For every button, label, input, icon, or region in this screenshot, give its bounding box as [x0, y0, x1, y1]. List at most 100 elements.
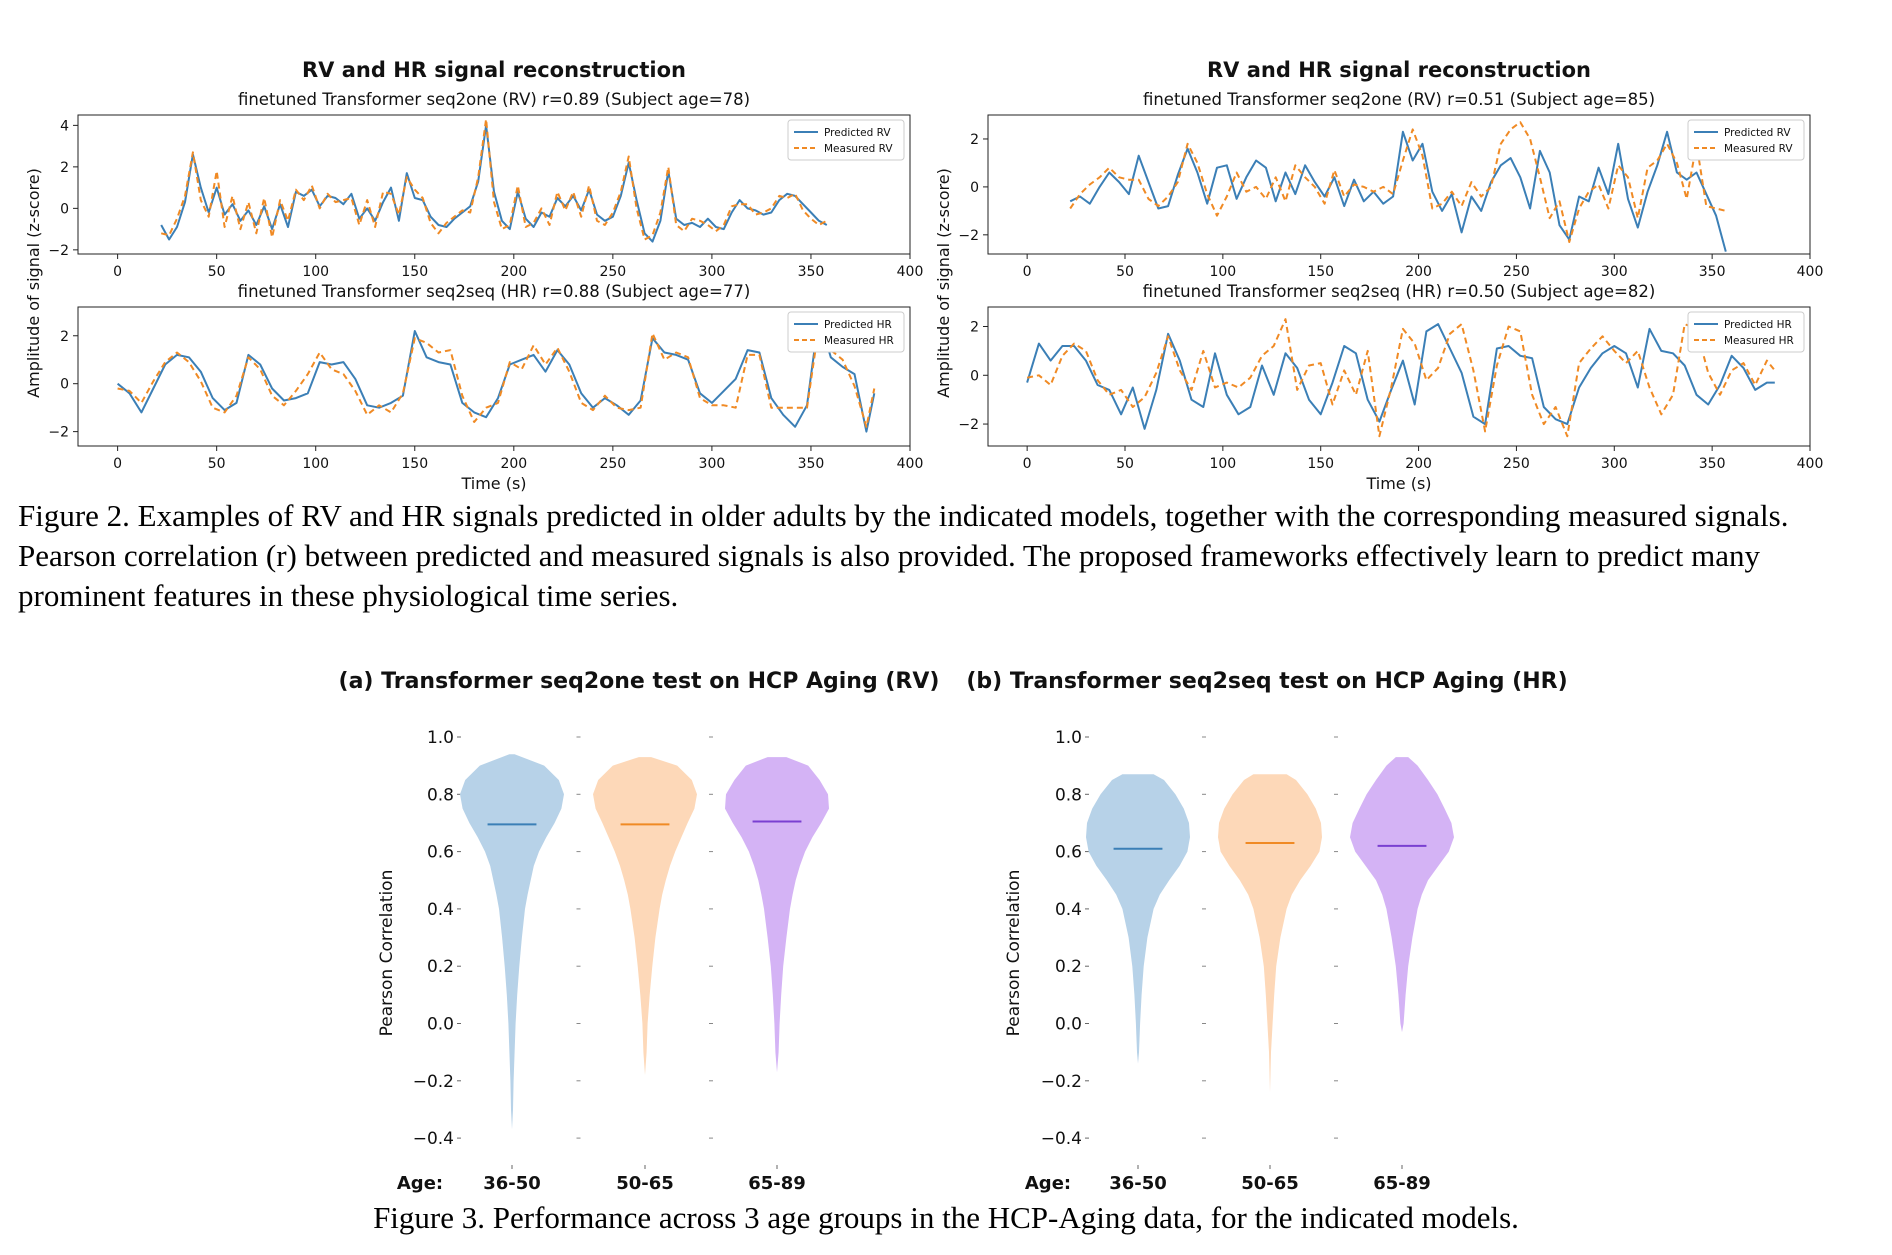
x-tick-label: 65-89: [1373, 1173, 1431, 1194]
y-tick-label: 2: [970, 320, 979, 336]
violin-body-65-89: [1350, 757, 1454, 1033]
y-tick-label: 0.0: [427, 1015, 454, 1035]
x-tick-label: 400: [897, 264, 924, 280]
y-tick-label: 0: [60, 201, 69, 217]
line-panel-3: RV and HR signal reconstruction finetuned…: [958, 58, 1823, 280]
plot-frame: [77, 306, 911, 447]
measured-series-line: [117, 325, 876, 428]
violin-body-36-50: [1086, 774, 1190, 1064]
x-tick-label: 50: [1116, 264, 1134, 280]
x-tick-label: 300: [1601, 456, 1628, 472]
x-axis-label: Time (s): [1365, 474, 1431, 493]
x-tick-label: 36-50: [1109, 1173, 1167, 1194]
panel-subtitle: finetuned Transformer seq2seq (HR) r=0.8…: [238, 282, 751, 301]
x-tick-label: 350: [798, 264, 825, 280]
y-tick-label: 1.0: [427, 728, 454, 748]
plot-frame: [987, 306, 1811, 447]
x-tick-label: 250: [1503, 264, 1530, 280]
legend-label: Measured RV: [824, 143, 893, 155]
predicted-series-line: [1026, 323, 1775, 430]
legend-label: Measured RV: [1724, 143, 1793, 155]
x-tick-label: 100: [1209, 456, 1236, 472]
legend: Predicted HR Measured HR: [1687, 311, 1805, 353]
y-tick-label: 2: [60, 160, 69, 176]
x-tick-label: 36-50: [483, 1173, 541, 1194]
y-tick-label: −0.4: [1041, 1129, 1082, 1149]
y-tick-label: 0: [970, 180, 979, 196]
violin-title-a: (a) Transformer seq2one test on HCP Agin…: [339, 669, 940, 694]
x-tick-label: 400: [1797, 456, 1824, 472]
line-panel-4: finetuned Transformer seq2seq (HR) r=0.5…: [958, 282, 1823, 493]
legend: Predicted HR Measured HR: [787, 311, 905, 353]
x-tick-label: 350: [1699, 264, 1726, 280]
x-tick-label: 50: [208, 264, 226, 280]
legend-box: [1687, 119, 1805, 161]
x-tick-label: 300: [1601, 264, 1628, 280]
y-tick-label: 0.6: [1055, 843, 1082, 863]
y-tick-label: 0: [970, 368, 979, 384]
y-tick-label: −2: [958, 228, 979, 244]
figure-3-caption: Figure 3. Performance across 3 age group…: [373, 1200, 1519, 1235]
x-axis-label: Time (s): [460, 474, 526, 493]
x-tick-label: 150: [401, 264, 428, 280]
x-tick-label: 250: [599, 456, 626, 472]
y-tick-label: −0.2: [413, 1072, 454, 1092]
x-tick-label: 400: [897, 456, 924, 472]
panel-title: RV and HR signal reconstruction: [302, 58, 686, 82]
x-tick-label: 50: [208, 456, 226, 472]
violin-title-b: (b) Transformer seq2seq test on HCP Agin…: [966, 669, 1567, 694]
legend: Predicted RV Measured RV: [1687, 119, 1805, 161]
y-tick-label: −2: [958, 417, 979, 433]
x-tick-label: 65-89: [748, 1173, 806, 1194]
x-tick-label: 100: [302, 264, 329, 280]
plot-frame: [77, 114, 911, 255]
legend: Predicted RV Measured RV: [787, 119, 905, 161]
x-tick-label: 0: [113, 456, 122, 472]
y-tick-label: 4: [60, 118, 69, 134]
violin-body-50-65: [1218, 774, 1322, 1093]
y-tick-label: 0.2: [427, 957, 454, 977]
x-tick-label: 200: [1405, 456, 1432, 472]
violin-panel-1: 1.0 0.8 0.6 0.4 0.2 0.0 −0.2 −0.4 Pearson Correl…: [377, 728, 829, 1194]
y-axis-label: Pearson Correlation: [377, 870, 397, 1037]
x-tick-label: 350: [798, 456, 825, 472]
plot-frame: [987, 114, 1811, 255]
x-tick-label: 350: [1699, 456, 1726, 472]
x-tick-label: 250: [599, 264, 626, 280]
line-panel-1: RV and HR signal reconstruction finetuned…: [48, 58, 923, 280]
panel-subtitle: finetuned Transformer seq2seq (HR) r=0.5…: [1143, 282, 1656, 301]
y-tick-label: 0.8: [427, 785, 454, 805]
x-tick-label: 200: [500, 456, 527, 472]
y-tick-label: 0.4: [1055, 900, 1082, 920]
x-tick-label: 50-65: [1241, 1173, 1299, 1194]
x-tick-label: 0: [1023, 264, 1032, 280]
legend-label: Predicted RV: [824, 127, 891, 139]
y-tick-label: 2: [970, 132, 979, 148]
y-tick-label: 0.0: [1055, 1015, 1082, 1035]
y-axis-label: Pearson Correlation: [1004, 870, 1024, 1037]
panel-subtitle: finetuned Transformer seq2one (RV) r=0.5…: [1143, 90, 1655, 109]
x-axis-label: Age:: [1025, 1173, 1071, 1194]
legend-box: [787, 311, 905, 353]
x-tick-label: 0: [113, 264, 122, 280]
measured-series-line: [1069, 121, 1727, 243]
y-tick-label: −0.2: [1041, 1072, 1082, 1092]
y-tick-label: 1.0: [1055, 728, 1082, 748]
measured-series-line: [1026, 318, 1776, 438]
x-tick-label: 100: [1209, 264, 1236, 280]
violin-body-65-89: [725, 757, 829, 1073]
x-tick-label: 50-65: [616, 1173, 674, 1194]
figure-2-caption: Figure 2. Examples of RV and HR signals …: [18, 498, 1789, 613]
predicted-series-line: [116, 315, 876, 433]
legend-label: Predicted RV: [1724, 127, 1791, 139]
y-tick-label: 0.8: [1055, 785, 1082, 805]
x-tick-label: 400: [1797, 264, 1824, 280]
legend-box: [1687, 311, 1805, 353]
y-tick-label: 0.4: [427, 900, 454, 920]
y-tick-label: 2: [60, 329, 69, 345]
panel-title: RV and HR signal reconstruction: [1207, 58, 1591, 82]
x-tick-label: 0: [1023, 456, 1032, 472]
predicted-series-line: [160, 124, 828, 243]
predicted-series-line: [1069, 130, 1727, 252]
